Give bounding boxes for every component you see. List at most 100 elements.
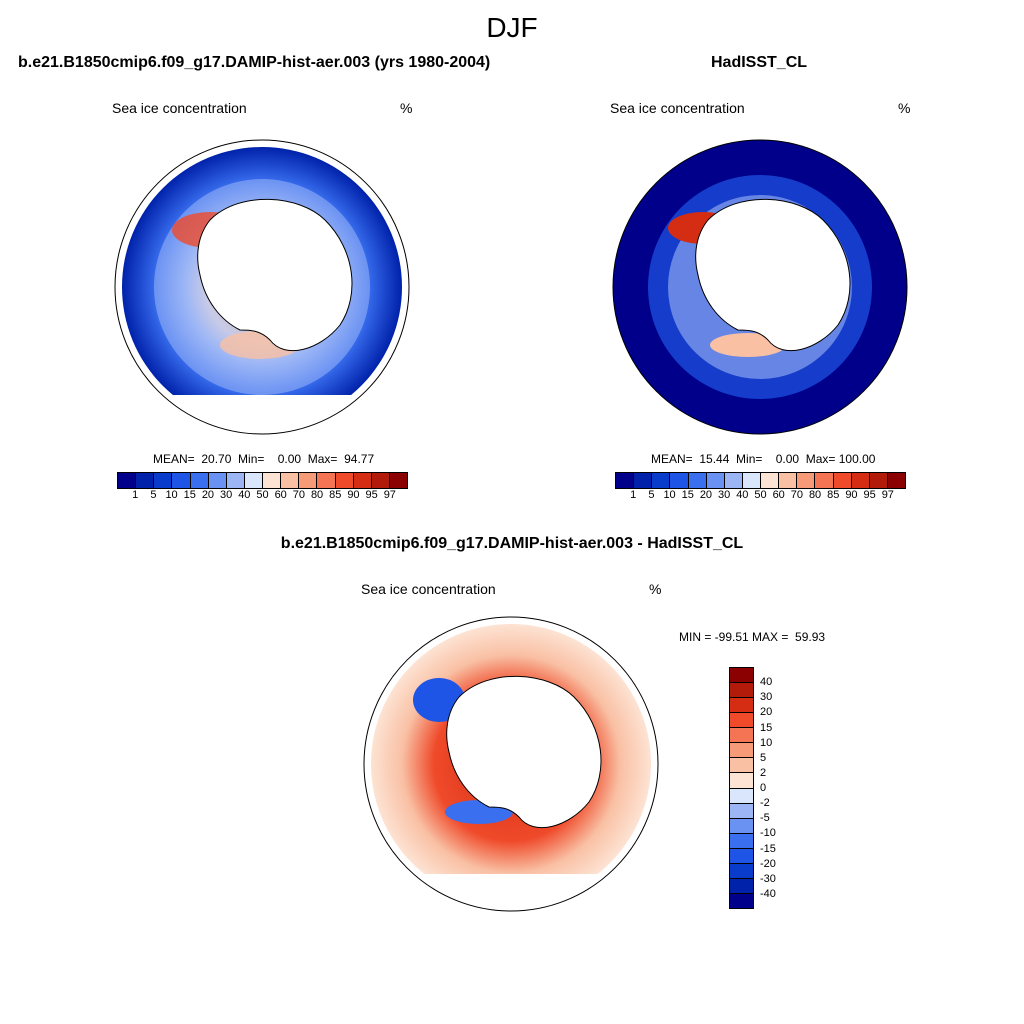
model-units-label: % bbox=[400, 100, 413, 116]
obs-colorbar-swatch bbox=[670, 473, 689, 488]
model-colorbar-swatch bbox=[190, 473, 209, 488]
obs-colorbar-swatch bbox=[706, 473, 725, 488]
obs-map-boundary bbox=[612, 139, 908, 435]
obs-colorbar-tick-label: 85 bbox=[827, 489, 840, 501]
antarctica-landmass bbox=[197, 198, 353, 352]
model-colorbar-tick-label: 95 bbox=[365, 489, 378, 501]
obs-colorbar-swatch bbox=[742, 473, 761, 488]
obs-colorbar-swatch bbox=[652, 473, 671, 488]
obs-colorbar-swatch bbox=[833, 473, 852, 488]
model-colorbar-swatch bbox=[172, 473, 191, 488]
diff-variable-label: Sea ice concentration bbox=[361, 581, 496, 597]
obs-colorbar-tick-label: 97 bbox=[881, 489, 894, 501]
diff-colorbar-tick-label: 15 bbox=[760, 721, 773, 734]
obs-colorbar-swatch bbox=[797, 473, 816, 488]
model-colorbar-swatch bbox=[154, 473, 173, 488]
obs-colorbar-swatch bbox=[869, 473, 888, 488]
model-colorbar-tick-label: 10 bbox=[165, 489, 178, 501]
diff-colorbar-swatch bbox=[730, 788, 753, 804]
diff-colorbar-swatch bbox=[730, 893, 753, 908]
model-colorbar-swatch bbox=[118, 473, 137, 488]
obs-colorbar-tick-label: 50 bbox=[754, 489, 767, 501]
obs-colorbar-tick-label: 70 bbox=[790, 489, 803, 501]
model-map-boundary bbox=[114, 139, 410, 435]
model-colorbar-swatch bbox=[208, 473, 227, 488]
diff-colorbar-swatch bbox=[730, 713, 753, 729]
model-stats: MEAN= 20.70 Min= 0.00 Max= 94.77 bbox=[153, 452, 375, 466]
diff-colorbar-tick-label: -5 bbox=[760, 812, 770, 825]
model-colorbar-tick-label: 90 bbox=[347, 489, 360, 501]
antarctica-landmass-diff bbox=[446, 675, 602, 829]
obs-colorbar-tick-label: 95 bbox=[863, 489, 876, 501]
diff-colorbar-swatch bbox=[730, 833, 753, 849]
obs-colorbar-tick-label: 30 bbox=[718, 489, 731, 501]
obs-colorbar-tick-label: 80 bbox=[808, 489, 822, 501]
model-colorbar-swatch bbox=[281, 473, 300, 488]
obs-colorbar-tick-label: 60 bbox=[772, 489, 785, 501]
model-colorbar-tick-label: 20 bbox=[201, 489, 215, 501]
diff-colorbar-swatch bbox=[730, 743, 753, 759]
diff-colorbar-swatch bbox=[730, 773, 753, 789]
diff-polar-map bbox=[363, 616, 659, 912]
model-colorbar-swatch bbox=[353, 473, 372, 488]
diff-colorbar-swatch bbox=[730, 803, 753, 819]
model-colorbar: 1 5 10 15 20 30 40 50 60 70 80 85 90 95 97 bbox=[117, 472, 408, 503]
diff-colorbar-tick-label: 10 bbox=[760, 736, 773, 749]
model-variable-label: Sea ice concentration bbox=[112, 100, 247, 116]
obs-colorbar-tick-label: 20 bbox=[699, 489, 713, 501]
obs-colorbar-tick-label: 90 bbox=[845, 489, 858, 501]
obs-units-label: % bbox=[898, 100, 911, 116]
obs-colorbar-tick-label: 10 bbox=[663, 489, 676, 501]
diff-colorbar bbox=[729, 667, 754, 909]
model-colorbar-tick-label: 80 bbox=[310, 489, 324, 501]
diff-colorbar-swatch bbox=[730, 728, 753, 744]
obs-colorbar-swatch bbox=[851, 473, 870, 488]
model-colorbar-tick-label: 1 bbox=[132, 489, 139, 501]
antarctica-landmass-obs bbox=[695, 198, 851, 352]
model-colorbar-swatch bbox=[389, 473, 407, 488]
model-colorbar-swatch bbox=[244, 473, 263, 488]
diff-colorbar-tick-label: -30 bbox=[760, 872, 776, 885]
model-colorbar-swatch bbox=[263, 473, 282, 488]
model-colorbar-tick-label: 97 bbox=[383, 489, 396, 501]
diff-map-boundary bbox=[363, 616, 659, 912]
diff-colorbar-swatch bbox=[730, 878, 753, 894]
diff-colorbar-tick-label: 40 bbox=[760, 676, 773, 689]
obs-colorbar-swatch bbox=[815, 473, 834, 488]
obs-colorbar-swatch bbox=[887, 473, 905, 488]
obs-colorbar-swatch bbox=[761, 473, 780, 488]
diff-colorbar-tick-label: 0 bbox=[760, 782, 767, 794]
diff-colorbar-tick-label: -10 bbox=[760, 827, 776, 840]
model-colorbar-swatch bbox=[136, 473, 155, 488]
diff-colorbar-tick-label: 20 bbox=[760, 706, 773, 719]
model-colorbar-swatch bbox=[226, 473, 245, 488]
diff-colorbar-tick-label: 5 bbox=[760, 751, 767, 764]
figure-title: DJF bbox=[486, 12, 538, 43]
obs-colorbar-swatch bbox=[779, 473, 798, 488]
diff-colorbar-tick-label: -40 bbox=[760, 887, 776, 900]
model-colorbar-swatch bbox=[371, 473, 390, 488]
diff-units-label: % bbox=[649, 581, 662, 597]
obs-colorbar-tick-label: 1 bbox=[630, 489, 637, 501]
model-colorbar-swatch bbox=[335, 473, 354, 488]
model-colorbar-tick-label: 85 bbox=[329, 489, 342, 501]
diff-colorbar-swatch bbox=[730, 863, 753, 879]
diff-colorbar-swatch bbox=[730, 758, 753, 774]
diff-colorbar-swatch bbox=[730, 818, 753, 834]
model-colorbar-tick-label: 40 bbox=[238, 489, 251, 501]
obs-colorbar-swatch bbox=[634, 473, 653, 488]
model-colorbar-tick-label: 30 bbox=[220, 489, 233, 501]
obs-variable-label: Sea ice concentration bbox=[610, 100, 745, 116]
diff-colorbar-tick-label: 2 bbox=[760, 766, 767, 779]
model-panel-title: b.e21.B1850cmip6.f09_g17.DAMIP-hist-aer.… bbox=[18, 54, 491, 71]
diff-panel-title: b.e21.B1850cmip6.f09_g17.DAMIP-hist-aer.… bbox=[280, 535, 744, 552]
model-colorbar-tick-label: 15 bbox=[183, 489, 196, 501]
obs-polar-map bbox=[612, 139, 908, 435]
obs-colorbar-swatch bbox=[724, 473, 743, 488]
model-colorbar-swatch bbox=[299, 473, 318, 488]
diff-colorbar-swatch bbox=[730, 698, 753, 714]
diff-colorbar-tick-label: -2 bbox=[760, 797, 770, 810]
model-polar-map bbox=[114, 139, 410, 435]
obs-colorbar-tick-label: 40 bbox=[736, 489, 749, 501]
obs-colorbar-tick-label: 15 bbox=[681, 489, 694, 501]
